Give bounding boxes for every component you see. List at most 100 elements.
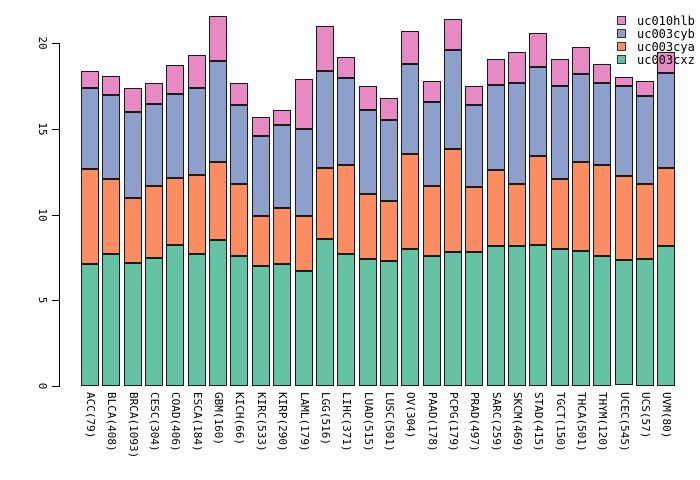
x-axis-tick-label: CESC(304)	[148, 392, 161, 452]
bar-segment-uc003cyb	[465, 104, 483, 188]
bar-segment-uc003cya	[487, 170, 505, 246]
bar-segment-uc003cyb	[337, 77, 355, 165]
bar-segment-uc003cxz	[615, 260, 633, 386]
x-axis-tick-label: GBM(160)	[212, 392, 225, 445]
bar-segment-uc003cyb	[551, 86, 569, 179]
bar-segment-uc003cyb	[593, 82, 611, 166]
bar-luad	[359, 86, 377, 386]
bar-segment-uc003cxz	[593, 255, 611, 386]
bar-segment-uc003cyb	[487, 84, 505, 171]
bar-segment-uc010hlb	[401, 31, 419, 64]
x-axis-tick-label: KICH(66)	[233, 392, 246, 445]
bar-segment-uc003cya	[209, 161, 227, 241]
bar-segment-uc003cya	[465, 187, 483, 253]
bar-segment-uc003cyb	[615, 85, 633, 177]
bar-tgct	[551, 59, 569, 386]
bar-skcm	[508, 52, 526, 386]
bar-cesc	[145, 83, 163, 387]
bar-segment-uc003cya	[657, 168, 675, 246]
x-axis-tick-label: LIHC(371)	[340, 392, 353, 452]
bar-segment-uc003cxz	[273, 264, 291, 386]
bar-segment-uc003cya	[572, 161, 590, 251]
bar-segment-uc003cxz	[444, 252, 462, 386]
y-axis-tick	[52, 214, 59, 216]
bar-segment-uc003cyb	[508, 82, 526, 184]
bar-segment-uc003cya	[508, 183, 526, 246]
x-axis-tick-label: LUSC(501)	[383, 392, 396, 452]
x-axis-tick-label: PRAD(497)	[468, 392, 481, 452]
y-axis-tick	[52, 386, 59, 387]
bar-laml	[295, 79, 313, 386]
bar-segment-uc003cxz	[188, 253, 206, 386]
bar-segment-uc003cyb	[444, 49, 462, 150]
bar-segment-uc003cya	[188, 174, 206, 254]
bar-segment-uc003cxz	[423, 255, 441, 386]
x-axis-tick-label: OV(304)	[404, 392, 417, 439]
x-axis-tick-label: THCA(501)	[575, 392, 588, 452]
bar-segment-uc010hlb	[529, 33, 547, 68]
bar-kirc	[252, 117, 270, 386]
bar-segment-uc003cya	[423, 185, 441, 256]
bar-segment-uc010hlb	[380, 98, 398, 121]
legend-item: uc003cya	[617, 39, 695, 54]
bar-segment-uc003cyb	[316, 70, 334, 169]
bar-segment-uc003cxz	[230, 255, 248, 386]
bar-segment-uc003cya	[316, 168, 334, 239]
bar-segment-uc003cxz	[551, 249, 569, 386]
bar-sarc	[487, 59, 505, 386]
bar-segment-uc003cxz	[465, 252, 483, 386]
x-axis-tick-label: LGG(516)	[319, 392, 332, 445]
bar-segment-uc003cya	[636, 183, 654, 260]
bar-segment-uc003cxz	[102, 254, 120, 386]
bar-segment-uc003cxz	[657, 245, 675, 386]
bar-segment-uc003cya	[551, 178, 569, 250]
y-axis-tick-label: 10	[36, 207, 49, 222]
y-axis-tick-label: 20	[36, 36, 49, 50]
bar-segment-uc003cxz	[636, 259, 654, 386]
x-axis-tick-label: COAD(406)	[169, 392, 182, 452]
x-axis-tick-label: LAML(179)	[298, 392, 311, 452]
bar-segment-uc010hlb	[444, 19, 462, 50]
legend: uc010hlb uc003cyb uc003cya uc003cxz	[617, 15, 695, 68]
bar-segment-uc003cya	[124, 197, 142, 263]
bar-segment-uc003cxz	[295, 270, 313, 386]
bar-segment-uc003cyb	[380, 120, 398, 201]
bar-segment-uc010hlb	[209, 16, 227, 61]
bar-segment-uc010hlb	[636, 81, 654, 97]
bar-brca	[124, 88, 142, 386]
bar-segment-uc003cya	[295, 216, 313, 271]
bar-segment-uc003cyb	[295, 128, 313, 217]
bar-segment-uc010hlb	[423, 81, 441, 102]
x-axis-tick-label: STAD(415)	[532, 392, 545, 452]
bar-ucs	[636, 81, 654, 386]
bar-ucec	[615, 77, 633, 386]
bar-lihc	[337, 57, 355, 386]
bar-gbm	[209, 16, 227, 386]
bar-segment-uc010hlb	[145, 83, 163, 104]
legend-label: uc003cya	[637, 39, 695, 54]
x-axis-tick-label: THYM(120)	[596, 392, 609, 452]
x-axis-tick-label: BRCA(1093)	[127, 392, 140, 459]
legend-item: uc010hlb	[617, 15, 695, 27]
x-axis-tick-label: UCEC(545)	[618, 392, 631, 452]
bar-segment-uc003cya	[615, 176, 633, 261]
bar-segment-uc003cyb	[188, 87, 206, 175]
bar-segment-uc010hlb	[273, 110, 291, 126]
bar-segment-uc003cyb	[102, 94, 120, 179]
bar-lgg	[316, 26, 334, 386]
bar-thym	[593, 64, 611, 386]
bar-segment-uc003cyb	[572, 74, 590, 162]
bar-segment-uc003cyb	[252, 135, 270, 217]
bar-segment-uc003cya	[252, 216, 270, 267]
bar-segment-uc010hlb	[295, 79, 313, 129]
bar-segment-uc003cya	[102, 178, 120, 255]
bar-paad	[423, 81, 441, 386]
bar-segment-uc010hlb	[359, 86, 377, 110]
bar-segment-uc003cya	[81, 168, 99, 265]
bar-thca	[572, 47, 590, 386]
y-axis-line	[59, 43, 60, 387]
bar-segment-uc003cya	[529, 156, 547, 246]
bar-segment-uc003cyb	[230, 105, 248, 184]
bar-segment-uc003cyb	[209, 60, 227, 162]
